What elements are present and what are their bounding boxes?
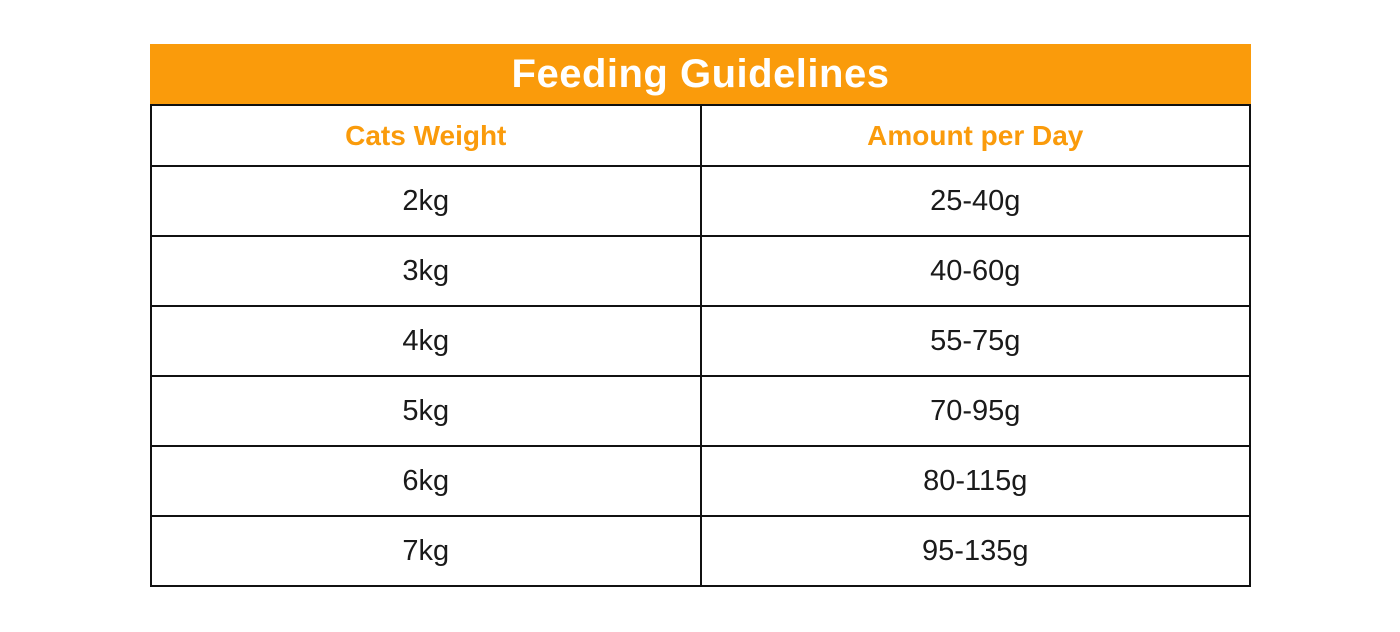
feeding-guidelines-table: Feeding Guidelines Cats Weight Amount pe… [150, 44, 1251, 587]
table-row: 6kg 80-115g [150, 445, 1251, 517]
table-row: 2kg 25-40g [150, 165, 1251, 237]
table-head: Cats Weight Amount per Day [150, 104, 1251, 167]
column-header-cats-weight: Cats Weight [150, 104, 702, 167]
table-title-bar: Feeding Guidelines [150, 44, 1251, 104]
weight-cell: 4kg [150, 305, 702, 377]
column-header-amount-per-day: Amount per Day [699, 104, 1251, 167]
weight-cell: 6kg [150, 445, 702, 517]
amount-cell: 95-135g [699, 515, 1251, 587]
weight-cell: 5kg [150, 375, 702, 447]
header-row: Cats Weight Amount per Day [150, 104, 1251, 167]
amount-cell: 80-115g [699, 445, 1251, 517]
amount-cell: 25-40g [699, 165, 1251, 237]
weight-cell: 7kg [150, 515, 702, 587]
table-row: 7kg 95-135g [150, 515, 1251, 587]
feeding-table: Cats Weight Amount per Day 2kg 25-40g 3kg 4… [150, 104, 1251, 587]
weight-cell: 3kg [150, 235, 702, 307]
table-row: 5kg 70-95g [150, 375, 1251, 447]
table-title: Feeding Guidelines [511, 51, 890, 96]
table-body: 2kg 25-40g 3kg 40-60g 4kg 55-75g 5kg 70-95g 6kg 8… [150, 165, 1251, 587]
amount-cell: 55-75g [699, 305, 1251, 377]
table-row: 3kg 40-60g [150, 235, 1251, 307]
weight-cell: 2kg [150, 165, 702, 237]
amount-cell: 40-60g [699, 235, 1251, 307]
amount-cell: 70-95g [699, 375, 1251, 447]
table-row: 4kg 55-75g [150, 305, 1251, 377]
